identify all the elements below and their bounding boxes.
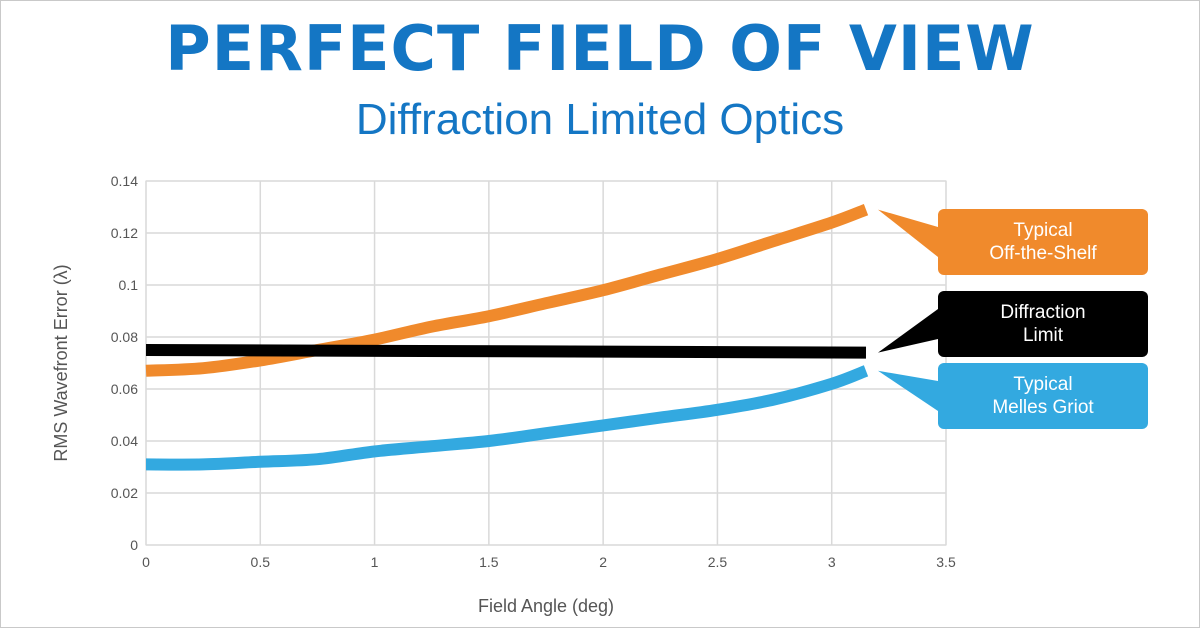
page-title: PERFECT FIELD OF VIEW xyxy=(165,12,1035,85)
y-tick-label: 0.08 xyxy=(111,329,138,345)
callout-pointer xyxy=(878,370,938,411)
x-tick-label: 1 xyxy=(371,554,379,570)
series-line-diffraction-limit xyxy=(145,344,867,359)
x-tick-label: 3 xyxy=(828,554,836,570)
series-line-typical-off-the-shelf xyxy=(145,203,869,377)
callout-line2: Off-the-Shelf xyxy=(989,243,1097,264)
x-tick-labels: 0 0.5 1 1.5 2 2.5 3 3.5 xyxy=(142,554,956,570)
callout-off-the-shelf: Typical Off-the-Shelf xyxy=(938,209,1148,275)
y-tick-label: 0.1 xyxy=(119,277,139,293)
x-tick-label: 0 xyxy=(142,554,150,570)
grid-lines xyxy=(145,180,947,546)
series-line-typical-melles-griot xyxy=(145,365,869,471)
x-tick-label: 2 xyxy=(599,554,607,570)
y-axis-label: RMS Wavefront Error (λ) xyxy=(51,264,71,461)
y-tick-label: 0.14 xyxy=(111,173,138,189)
callout-pointer xyxy=(878,209,938,257)
y-tick-label: 0.12 xyxy=(111,225,138,241)
callout-line1: Diffraction xyxy=(1000,302,1086,323)
x-tick-label: 0.5 xyxy=(251,554,271,570)
callout-melles-griot: Typical Melles Griot xyxy=(938,363,1148,429)
y-tick-label: 0.02 xyxy=(111,485,138,501)
callout-line2: Melles Griot xyxy=(992,397,1094,418)
callout-line2: Limit xyxy=(1022,325,1064,346)
callout-line1: Typical xyxy=(1013,220,1073,241)
x-tick-label: 2.5 xyxy=(708,554,728,570)
y-tick-labels: 0 0.02 0.04 0.06 0.08 0.1 0.12 0.14 xyxy=(111,173,138,553)
callout-pointer xyxy=(878,309,938,353)
x-axis-label: Field Angle (deg) xyxy=(478,596,614,616)
callout-diffraction-limit: Diffraction Limit xyxy=(938,291,1148,357)
y-tick-label: 0 xyxy=(130,537,138,553)
page-subtitle: Diffraction Limited Optics xyxy=(355,95,845,144)
series-lines xyxy=(145,203,869,471)
callout-line1: Typical xyxy=(1013,374,1073,395)
y-tick-label: 0.06 xyxy=(111,381,138,397)
callout-pointers xyxy=(878,209,938,411)
x-tick-label: 1.5 xyxy=(479,554,499,570)
y-tick-label: 0.04 xyxy=(111,433,138,449)
x-tick-label: 3.5 xyxy=(936,554,956,570)
